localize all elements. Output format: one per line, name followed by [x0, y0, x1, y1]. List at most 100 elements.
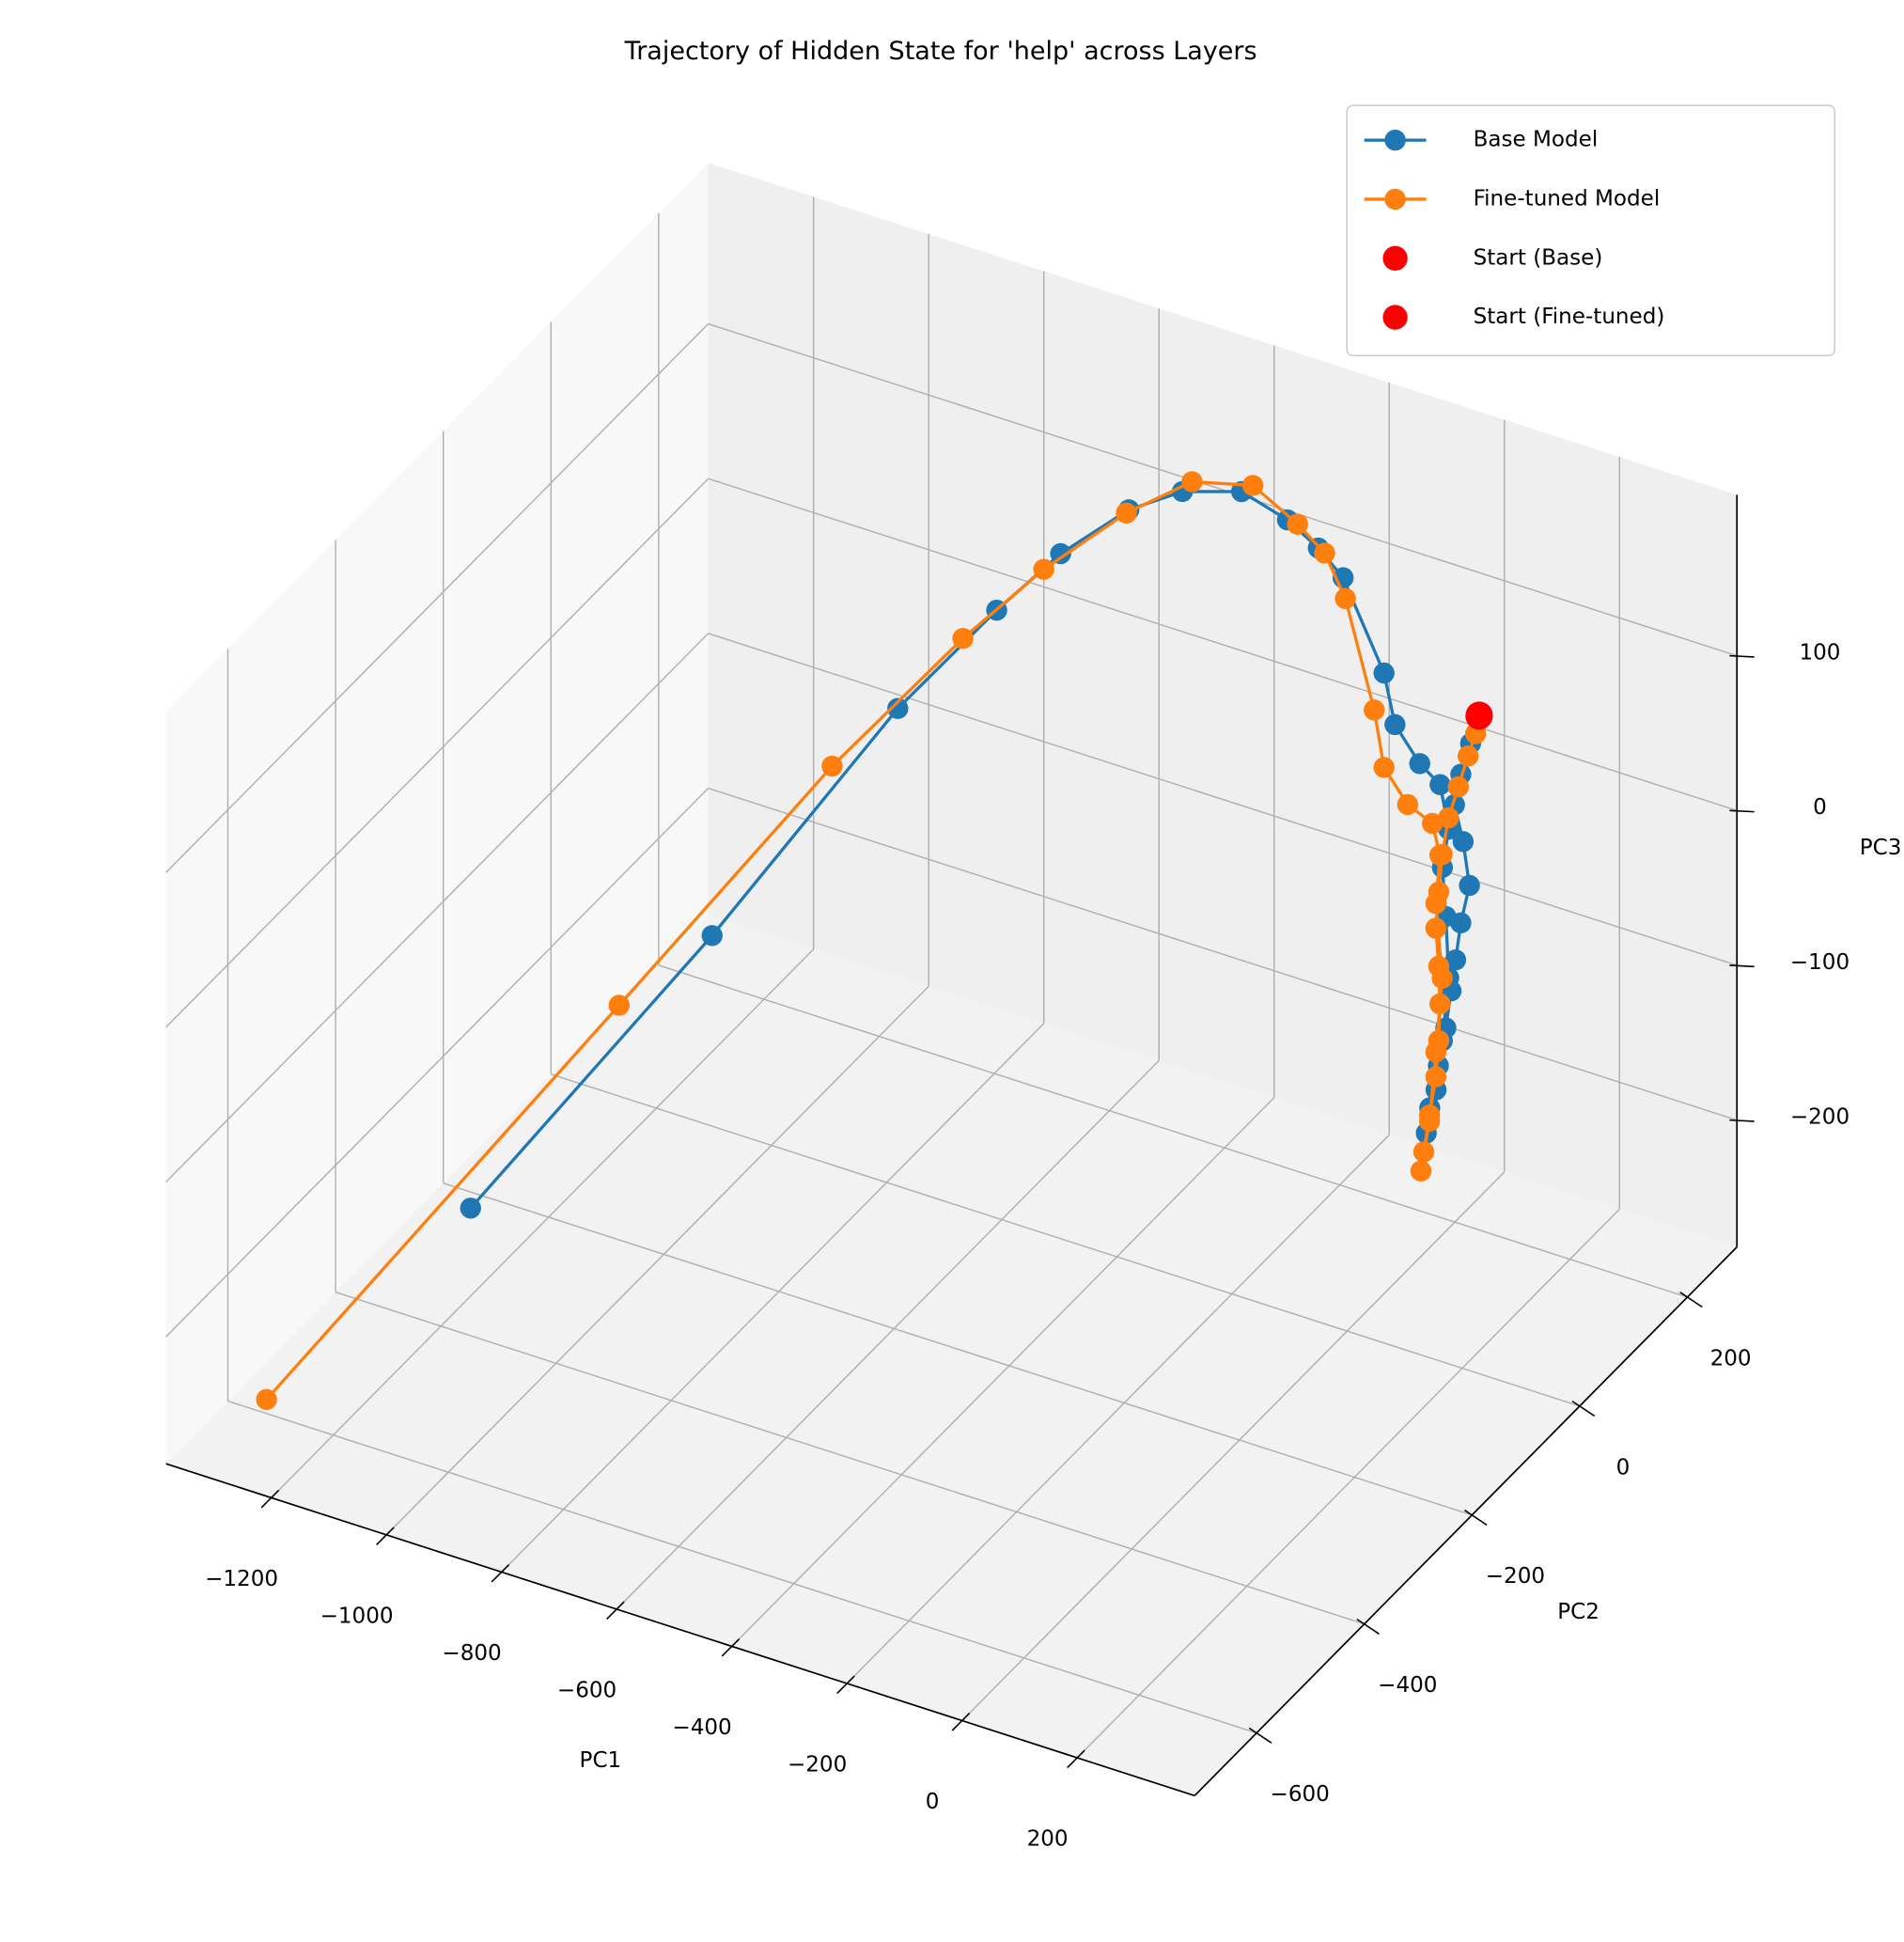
z-tick-label: −100 [1790, 950, 1849, 975]
z-tick [1729, 964, 1755, 968]
point [1412, 1141, 1435, 1163]
point [1373, 757, 1395, 778]
y-tick [1679, 1292, 1703, 1308]
x-tick-label: 200 [1027, 1826, 1069, 1851]
point [1428, 844, 1451, 867]
x-tick [836, 1675, 855, 1695]
point [887, 697, 909, 719]
point [1425, 892, 1447, 915]
z-tick [1729, 654, 1755, 658]
point [1397, 793, 1419, 816]
pane-left [165, 163, 709, 1464]
point [460, 1198, 481, 1219]
point [1457, 745, 1479, 767]
legend-marker [1384, 188, 1406, 211]
grid-line [731, 1097, 1275, 1647]
legend-marker [1382, 305, 1408, 330]
grid-line [165, 323, 710, 873]
legend-marker [1384, 129, 1406, 151]
point [1428, 993, 1451, 1015]
point [1447, 775, 1469, 798]
y-axis-label: PC2 [1557, 1600, 1600, 1624]
chart-title: Trajectory of Hidden State for 'help' ac… [624, 37, 1257, 66]
point [1116, 502, 1137, 524]
grid-line [708, 787, 1738, 1121]
z-tick-label: 100 [1799, 641, 1840, 666]
z-tick [1729, 809, 1755, 813]
grid-line [165, 478, 710, 1028]
x-tick-label: −800 [442, 1641, 501, 1666]
legend-label: Fine-tuned Model [1474, 186, 1661, 211]
x-tick-label: −1000 [320, 1604, 394, 1628]
grid-line [658, 964, 1688, 1298]
point [256, 1388, 277, 1411]
grid-line [443, 1182, 1473, 1516]
point [1459, 874, 1480, 897]
grid-line [551, 1073, 1581, 1407]
point [1418, 1110, 1441, 1132]
z-tick-label: −200 [1790, 1104, 1849, 1129]
z-tick-label: 0 [1813, 795, 1827, 820]
grid-line [616, 1059, 1160, 1610]
grid-line [846, 1134, 1390, 1684]
grid [165, 196, 1738, 1759]
point [821, 755, 843, 777]
x-tick [260, 1489, 280, 1509]
legend-label: Start (Fine-tuned) [1474, 305, 1665, 329]
axes: −1200−1000−800−600−400−2000200−600−400−2… [165, 494, 1849, 1851]
y-tick [1248, 1727, 1272, 1744]
x-tick [376, 1527, 395, 1545]
x-tick [491, 1563, 510, 1583]
legend-box [1346, 104, 1836, 357]
point [1425, 917, 1447, 939]
x-tick-label: −600 [557, 1678, 616, 1702]
y-tick [1356, 1618, 1380, 1635]
legend-label: Base Model [1474, 128, 1599, 152]
point [1241, 475, 1264, 496]
grid-line [165, 788, 710, 1338]
x-tick [1067, 1749, 1085, 1769]
x-tick-label: −400 [672, 1715, 731, 1740]
grid-line [335, 1291, 1365, 1625]
point [1334, 587, 1356, 609]
point [1452, 831, 1475, 853]
plot-area [256, 471, 1493, 1411]
point [1050, 542, 1071, 565]
legend-label: Start (Base) [1474, 245, 1603, 270]
x-tick [606, 1601, 625, 1621]
point [1181, 471, 1203, 493]
point [952, 627, 974, 650]
grid-line [708, 478, 1738, 811]
y-tick-label: 200 [1710, 1346, 1752, 1370]
grid-line [165, 633, 710, 1183]
point [1444, 949, 1467, 971]
x-tick [721, 1637, 741, 1657]
y-tick-label: 0 [1616, 1455, 1631, 1480]
grid-line [708, 633, 1738, 966]
point [1431, 967, 1453, 989]
point [608, 994, 630, 1016]
x-tick [951, 1713, 971, 1731]
grid-line [501, 1023, 1045, 1573]
point [1425, 1041, 1447, 1063]
point [1410, 1160, 1432, 1182]
y-axis-line [1194, 1246, 1738, 1796]
z-axis-label: PC3 [1860, 836, 1902, 860]
grid-line [385, 985, 929, 1536]
point [1429, 774, 1451, 795]
z-tick [1729, 1119, 1755, 1122]
x-tick-label: −200 [788, 1752, 847, 1777]
y-tick-label: −600 [1271, 1782, 1330, 1807]
point [1033, 558, 1054, 580]
grid-line [961, 1171, 1506, 1721]
grid-line [708, 322, 1738, 657]
point [1364, 699, 1385, 721]
x-tick-label: 0 [926, 1790, 940, 1814]
x-axis-line [165, 1463, 1195, 1797]
pane-floor [165, 915, 1738, 1796]
y-tick-label: −200 [1486, 1564, 1545, 1589]
x-axis-label: PC1 [580, 1748, 622, 1773]
y-tick [1571, 1400, 1596, 1417]
start-point [1465, 702, 1493, 730]
